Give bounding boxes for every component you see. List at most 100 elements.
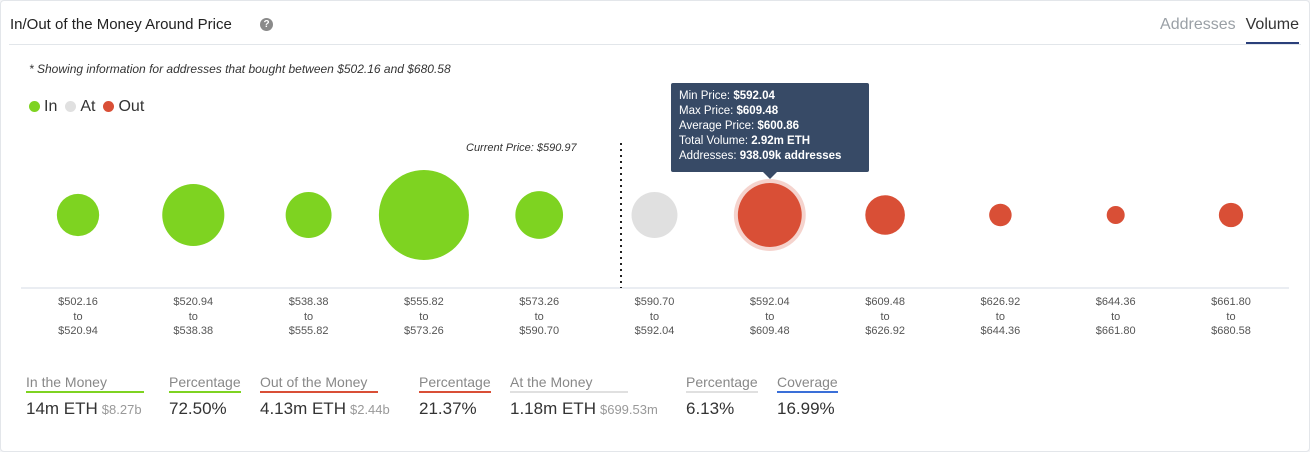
bubble-out[interactable] bbox=[865, 195, 905, 235]
x-tick-to_word: to bbox=[995, 310, 1005, 323]
stat-at-the-money: At the Money 1.18m ETH $699.53m bbox=[510, 374, 658, 419]
x-tick-to: $520.94 bbox=[58, 325, 98, 337]
x-tick-from: $626.92 bbox=[980, 296, 1021, 308]
x-tick-label: $555.82 to $573.26 bbox=[369, 295, 479, 339]
x-tick-to_word: to bbox=[73, 310, 83, 323]
x-tick-from: $590.70 bbox=[634, 296, 675, 308]
stat-label: Percentage bbox=[419, 374, 491, 393]
x-tick-to_word: to bbox=[649, 310, 660, 323]
x-tick-label: $502.16 to $520.94 bbox=[23, 295, 133, 339]
x-tick-to_word: to bbox=[419, 310, 429, 323]
x-tick-from: $644.36 bbox=[1095, 296, 1136, 308]
stat-percentage: Percentage 21.37% bbox=[419, 374, 491, 419]
x-tick-label: $644.36 to $661.80 bbox=[1061, 295, 1171, 339]
in-dot-icon bbox=[29, 101, 40, 112]
range-note: * Showing information for addresses that… bbox=[29, 62, 451, 76]
card-title: In/Out of the Money Around Price bbox=[10, 16, 232, 33]
stat-value: 6.13% bbox=[686, 399, 735, 418]
stat-percentage: Percentage 6.13% bbox=[686, 374, 758, 419]
x-tick-label: $592.04 to $609.48 bbox=[715, 295, 825, 339]
x-tick-to: $590.70 bbox=[519, 325, 560, 337]
x-tick-label: $661.80 to $680.58 bbox=[1176, 295, 1286, 339]
x-tick-from: $573.26 bbox=[519, 296, 560, 308]
legend-out[interactable]: Out bbox=[103, 98, 144, 116]
x-tick-to_word: to bbox=[534, 310, 544, 323]
x-tick-label: $538.38 to $555.82 bbox=[254, 295, 364, 339]
x-tick-label: $573.26 to $590.70 bbox=[484, 295, 594, 339]
legend-label: In bbox=[44, 98, 58, 115]
stat-value: 16.99% bbox=[777, 399, 835, 418]
x-tick-label: $590.70 to $592.04 bbox=[600, 295, 710, 339]
stat-label: In the Money bbox=[26, 374, 144, 393]
stat-label: At the Money bbox=[510, 374, 628, 393]
x-tick-to: $609.48 bbox=[749, 325, 790, 337]
stat-value: 4.13m ETH $2.44b bbox=[260, 399, 390, 418]
legend-in[interactable]: In bbox=[29, 98, 57, 116]
x-tick-to_word: to bbox=[880, 310, 890, 323]
x-tick-label: $520.94 to $538.38 bbox=[138, 295, 248, 339]
stat-percentage: Percentage 72.50% bbox=[169, 374, 241, 419]
legend-label: At bbox=[80, 98, 96, 115]
x-tick-to_word: to bbox=[188, 310, 198, 323]
stat-label: Percentage bbox=[169, 374, 241, 393]
bubble-in[interactable] bbox=[285, 192, 332, 238]
x-tick-to: $592.04 bbox=[634, 325, 675, 337]
stat-value: 72.50% bbox=[169, 399, 227, 418]
x-tick-to: $680.58 bbox=[1211, 325, 1251, 337]
stat-label: Out of the Money bbox=[260, 374, 378, 393]
legend-label: Out bbox=[118, 98, 145, 115]
x-tick-from: $555.82 bbox=[404, 296, 444, 308]
stat-value: 1.18m ETH $699.53m bbox=[510, 399, 658, 418]
bubble-at[interactable] bbox=[631, 192, 678, 238]
tooltip-row: Max Price: $609.48 bbox=[679, 105, 779, 117]
legend: In At Out bbox=[29, 98, 144, 116]
legend-at[interactable]: At bbox=[65, 98, 95, 116]
bubble-out[interactable] bbox=[1218, 202, 1244, 228]
x-tick-to: $626.92 bbox=[865, 325, 905, 337]
stat-coverage: Coverage 16.99% bbox=[777, 374, 838, 419]
x-tick-to: $555.82 bbox=[288, 325, 329, 337]
x-tick-to_word: to bbox=[1111, 310, 1121, 323]
bubble-in[interactable] bbox=[515, 191, 564, 239]
tab-volume[interactable]: Volume bbox=[1245, 16, 1299, 44]
stat-value: 21.37% bbox=[419, 399, 477, 418]
x-tick-from: $520.94 bbox=[173, 296, 214, 308]
tab-addresses[interactable]: Addresses bbox=[1160, 16, 1236, 33]
stat-value: 14m ETH $8.27b bbox=[26, 399, 142, 418]
x-tick-to_word: to bbox=[304, 310, 314, 323]
x-tick-from: $538.38 bbox=[288, 296, 329, 308]
tooltip-row: Total Volume: 2.92m ETH bbox=[679, 135, 811, 147]
bubble-in[interactable] bbox=[378, 170, 469, 260]
stat-label: Coverage bbox=[777, 374, 838, 393]
bubble-in[interactable] bbox=[162, 183, 225, 247]
bubble-out[interactable] bbox=[989, 203, 1012, 227]
bubble-in[interactable] bbox=[56, 193, 100, 237]
stat-out-of-the-money: Out of the Money 4.13m ETH $2.44b bbox=[260, 374, 390, 419]
x-tick-label: $626.92 to $644.36 bbox=[945, 295, 1055, 339]
x-tick-to: $573.26 bbox=[404, 325, 444, 337]
out-dot-icon bbox=[103, 101, 115, 112]
x-tick-to_word: to bbox=[1226, 310, 1236, 323]
x-tick-to: $644.36 bbox=[980, 325, 1021, 337]
tooltip-row: Min Price: $592.04 bbox=[679, 90, 775, 102]
question-circle-icon[interactable]: ? bbox=[260, 18, 273, 31]
bubble-out[interactable] bbox=[737, 183, 802, 247]
x-tick-from: $502.16 bbox=[58, 296, 98, 308]
tooltip-row: Average Price: $600.86 bbox=[679, 120, 799, 132]
bubble-out[interactable] bbox=[1106, 206, 1125, 224]
view-tabs: Addresses Volume bbox=[1160, 16, 1299, 44]
x-tick-from: $661.80 bbox=[1211, 296, 1251, 308]
tooltip: Min Price: $592.04 Max Price: $609.48 Av… bbox=[671, 83, 869, 179]
stat-in-the-money: In the Money 14m ETH $8.27b bbox=[26, 374, 144, 419]
stat-label: Percentage bbox=[686, 374, 758, 393]
divider bbox=[9, 44, 1301, 45]
x-tick-from: $609.48 bbox=[865, 296, 905, 308]
x-tick-from: $592.04 bbox=[749, 296, 790, 308]
x-tick-to: $661.80 bbox=[1095, 325, 1136, 337]
x-tick-to: $538.38 bbox=[173, 325, 214, 337]
x-tick-to_word: to bbox=[765, 310, 775, 323]
current-price-label: Current Price: $590.97 bbox=[466, 142, 577, 154]
at-dot-icon bbox=[65, 101, 77, 112]
